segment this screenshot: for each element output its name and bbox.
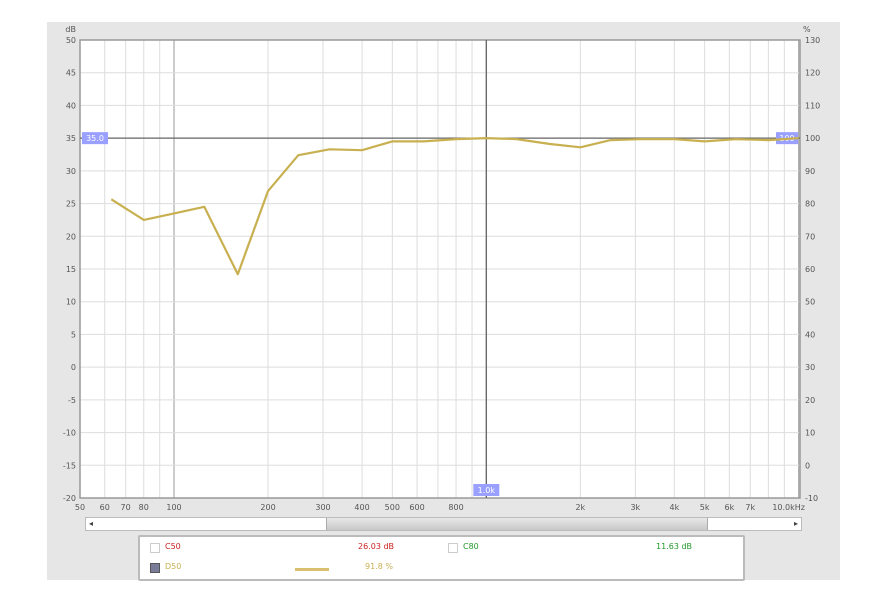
- right-tick-label: 120: [805, 69, 820, 78]
- right-tick-label: 30: [805, 363, 815, 372]
- left-tick-label: 25: [66, 200, 76, 209]
- left-tick-label: -20: [63, 494, 76, 503]
- x-tick-label: 100: [166, 503, 181, 512]
- cursor-left-marker: [82, 132, 108, 145]
- left-tick-label: 5: [71, 330, 76, 339]
- x-tick-label: 800: [448, 503, 463, 512]
- d50-checkbox[interactable]: [150, 563, 160, 573]
- c50-checkbox[interactable]: [150, 543, 160, 553]
- x-tick-label: 70: [121, 503, 131, 512]
- legend-panel: C50 26.03 dB C80 11.63 dB D50 91.8 %: [138, 535, 745, 581]
- x-tick-label: 80: [139, 503, 149, 512]
- left-tick-label: -10: [63, 429, 76, 438]
- x-tick-label: 2k: [575, 503, 585, 512]
- x-tick-label: 10.0kHz: [772, 503, 805, 512]
- left-tick-label: 10: [66, 298, 76, 307]
- scrollbar-thumb[interactable]: [326, 518, 708, 530]
- legend-name-d50: D50: [165, 562, 182, 571]
- scroll-right-button[interactable]: ▸: [793, 519, 798, 528]
- right-tick-label: 80: [805, 200, 815, 209]
- x-tick-label: 5k: [700, 503, 710, 512]
- left-tick-label: 15: [66, 265, 76, 274]
- left-tick-label: 35: [66, 134, 76, 143]
- left-tick-label: 50: [66, 36, 76, 45]
- left-tick-label: 0: [71, 363, 76, 372]
- right-tick-label: 70: [805, 232, 815, 241]
- legend-value-d50: 91.8 %: [365, 562, 393, 571]
- cursor-x-marker: [473, 484, 500, 496]
- right-tick-label: 100: [805, 134, 820, 143]
- cursor-left-value: 35.0: [86, 134, 104, 143]
- x-tick-label: 7k: [745, 503, 755, 512]
- right-tick-label: 110: [805, 101, 820, 110]
- legend-row-d50: D50 91.8 %: [140, 559, 743, 577]
- c80-checkbox[interactable]: [448, 543, 458, 553]
- right-tick-label: 90: [805, 167, 815, 176]
- chart-panel: 50 45 40 35 30 25 20 15 10 5 0 -5 -10 -15 -20 130 120 110…: [47, 22, 840, 580]
- x-tick-label: 4k: [669, 503, 679, 512]
- plot-border: [79, 39, 801, 499]
- left-tick-label: 40: [66, 101, 76, 110]
- x-tick-label: 300: [315, 503, 330, 512]
- x-tick-label: 3k: [630, 503, 640, 512]
- legend-value-c80: 11.63 dB: [656, 542, 693, 551]
- right-tick-label: 50: [805, 298, 815, 307]
- left-tick-label: 30: [66, 167, 76, 176]
- right-tick-label: 10: [805, 429, 815, 438]
- left-tick-label: -15: [63, 461, 76, 470]
- scroll-left-button[interactable]: ◂: [88, 519, 93, 528]
- x-tick-label: 400: [354, 503, 369, 512]
- left-tick-label: 20: [66, 232, 76, 241]
- right-tick-label: 0: [805, 461, 810, 470]
- left-axis-unit: dB: [65, 25, 76, 34]
- x-tick-label: 60: [100, 503, 110, 512]
- legend-row-c50: C50 26.03 dB C80 11.63 dB: [140, 539, 743, 557]
- right-tick-label: 40: [805, 330, 815, 339]
- x-tick-label: 500: [385, 503, 400, 512]
- right-axis-unit: %: [803, 25, 811, 34]
- x-tick-label: 6k: [724, 503, 734, 512]
- left-tick-label: -5: [68, 396, 76, 405]
- legend-value-c50: 26.03 dB: [358, 542, 395, 551]
- decay-chart: 50454035302520151050-5-10-15-20130120110…: [63, 25, 820, 512]
- right-tick-label: 20: [805, 396, 815, 405]
- x-tick-label: 600: [409, 503, 424, 512]
- legend-name-c50: C50: [165, 542, 181, 551]
- legend-name-c80: C80: [463, 542, 479, 551]
- d50-line-swatch: [295, 568, 329, 571]
- right-tick-label: 130: [805, 36, 820, 45]
- cursor-x-value: 1.0k: [478, 486, 496, 495]
- right-tick-label: 60: [805, 265, 815, 274]
- x-tick-label: 50: [75, 503, 85, 512]
- right-tick-label: -10: [805, 494, 818, 503]
- left-tick-label: 45: [66, 69, 76, 78]
- horizontal-scrollbar[interactable]: ◂ ▸: [85, 517, 802, 531]
- x-tick-label: 200: [260, 503, 275, 512]
